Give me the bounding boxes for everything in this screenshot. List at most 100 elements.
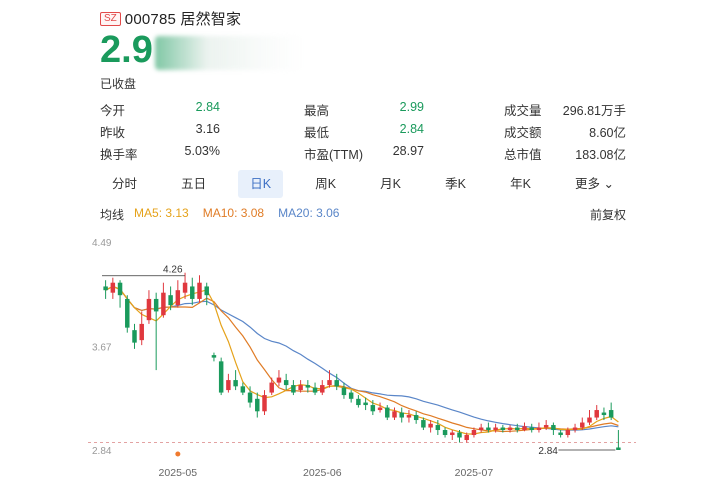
candle-body [125,298,130,328]
ma5-line [105,285,619,435]
candle-body [348,392,354,399]
tab-label: 日K [250,177,272,191]
candle-body [536,427,542,431]
tab-label: 分时 [112,177,138,191]
ma5-label: MA5: 3.13 [134,206,189,220]
ma20-line [105,285,619,431]
ma20-label: MA20: 3.06 [278,206,340,220]
candle-body [218,361,224,393]
candle-body [399,412,404,418]
tab-2[interactable]: 日K [238,170,284,198]
candle-body [305,385,311,388]
candle-body [587,417,592,423]
candle-body [269,382,274,393]
stock-header: SZ 000785 居然智家 [100,8,241,29]
tab-label: 周K [315,177,337,191]
candle-body [543,425,549,428]
ma-legend: 均线 MA5: 3.13 MA10: 3.08 MA20: 3.06 前复权 [100,206,626,223]
candle-body [565,430,571,436]
candle-body [500,427,506,431]
candle-body [247,392,253,403]
stat-item: 成交额 8.60亿 [504,122,626,141]
candle-body [204,286,209,296]
candle-body [608,410,614,418]
stat-value: 183.08亿 [575,147,626,162]
period-tabs: 分时 五日 日K 周K 月K 季K 年K 更多 ⌄ [100,170,626,198]
high-marker-label: 4.26 [163,265,183,276]
stats-row: 昨收 3.16 最低 2.84 成交额 8.60亿 [100,120,626,142]
tab-1[interactable]: 五日 [169,170,218,198]
kline-chart[interactable]: 4.49 3.67 2.84 4.26 2.84 2025-05 2025-06 2025-0… [88,232,636,489]
candle-body [471,430,477,436]
candle-body [616,447,621,450]
candle-body [356,398,361,406]
candle-body [507,427,513,431]
candle-body [370,405,376,412]
stat-label: 成交额 [504,125,542,140]
candle-body [132,330,137,343]
candle-body [457,432,462,438]
tab-6[interactable]: 年K [498,170,543,198]
candle-body [146,298,152,321]
stat-value: 8.60亿 [589,125,626,140]
candle-body [464,435,469,441]
candle-body [363,402,368,406]
market-badge: SZ [100,11,121,26]
candle-body [312,387,318,393]
stat-label: 最高 [304,103,330,118]
stock-title[interactable]: 000785 居然智家 [124,11,242,28]
candle-body [486,427,491,431]
adjust-mode-button[interactable]: 前复权 [589,208,626,222]
candle-body [529,427,534,431]
stock-quote-card: SZ 000785 居然智家 2.9 已收盘 今开 2.84 最高 2.99 成交量 29… [88,0,636,484]
candle-body [197,282,202,299]
stat-value: 2.99 [399,99,424,114]
tab-3[interactable]: 周K [303,170,348,198]
y-axis-label: 4.49 [92,238,112,249]
tab-4[interactable]: 月K [368,170,413,198]
candle-body [551,425,556,431]
candle-body [493,427,498,431]
tab-label: 更多 [575,177,601,191]
kline-svg[interactable]: 4.49 3.67 2.84 4.26 2.84 2025-05 2025-06 2025-0… [88,232,636,484]
price-row: 2.9 [100,30,305,70]
candle-body [450,432,455,436]
candle-body [190,286,195,299]
ma10-line [105,285,619,433]
candle-body [175,290,181,306]
candle-body [226,380,231,391]
ma-title: 均线 [100,208,125,222]
stat-value: 2.84 [399,121,424,136]
stat-label: 市盈(TTM) [304,147,364,162]
stat-label: 最低 [304,125,330,140]
stats-row: 换手率 5.03% 市盈(TTM) 28.97 总市值 183.08亿 [100,142,626,164]
candle-body [421,420,426,428]
tab-5[interactable]: 季K [433,170,478,198]
candle-body [262,395,267,412]
candle-body [341,387,347,396]
stat-item: 今开 2.84 [100,100,220,119]
candle-body [478,427,484,431]
stat-label: 昨收 [100,125,126,140]
tab-7[interactable]: 更多 ⌄ [563,170,626,198]
candle-body [298,385,303,391]
candle-body [283,380,289,386]
stat-item: 最高 2.99 [304,100,424,119]
tab-0[interactable]: 分时 [100,170,149,198]
stat-label: 成交量 [504,103,542,118]
stat-label: 换手率 [100,147,138,162]
market-status: 已收盘 [100,77,137,91]
y-axis-label: 3.67 [92,342,112,353]
candle-body [182,282,188,293]
tab-label: 五日 [181,177,207,191]
candle-body [580,422,585,428]
stat-label: 总市值 [504,147,542,162]
candle-body [255,398,260,412]
candle-body [385,407,390,418]
stat-item: 市盈(TTM) 28.97 [304,144,424,163]
stat-label: 今开 [100,103,126,118]
stat-value: 2.84 [195,99,220,114]
candle-body [413,415,419,421]
candle-body [558,432,563,436]
candle-body [572,427,578,431]
